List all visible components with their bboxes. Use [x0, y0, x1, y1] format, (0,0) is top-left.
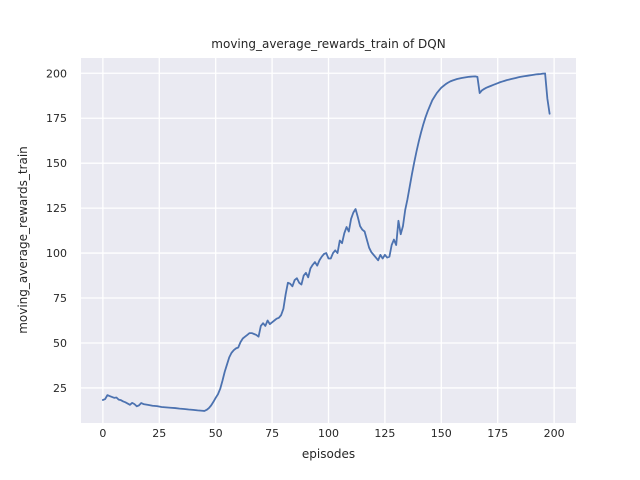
y-tick-label: 75	[53, 292, 67, 305]
y-axis-label: moving_average_rewards_train	[16, 146, 30, 334]
x-tick-label: 75	[265, 427, 279, 440]
y-tick-label: 200	[46, 67, 67, 80]
y-tick-label: 150	[46, 157, 67, 170]
x-tick-label: 50	[209, 427, 223, 440]
y-tick-label: 25	[53, 382, 67, 395]
x-tick-label: 150	[431, 427, 452, 440]
x-tick-label: 175	[487, 427, 508, 440]
y-tick-label: 175	[46, 112, 67, 125]
reward-line	[101, 72, 551, 412]
x-tick-label: 200	[544, 427, 565, 440]
y-tick-label: 100	[46, 247, 67, 260]
y-tick-label: 125	[46, 202, 67, 215]
x-tick-label: 125	[374, 427, 395, 440]
chart-title: moving_average_rewards_train of DQN	[211, 37, 446, 51]
x-axis-label: episodes	[301, 447, 356, 461]
y-tick-label: 50	[53, 337, 67, 350]
x-tick-label: 0	[99, 427, 106, 440]
x-tick-label: 25	[152, 427, 166, 440]
x-tick-label: 100	[318, 427, 339, 440]
